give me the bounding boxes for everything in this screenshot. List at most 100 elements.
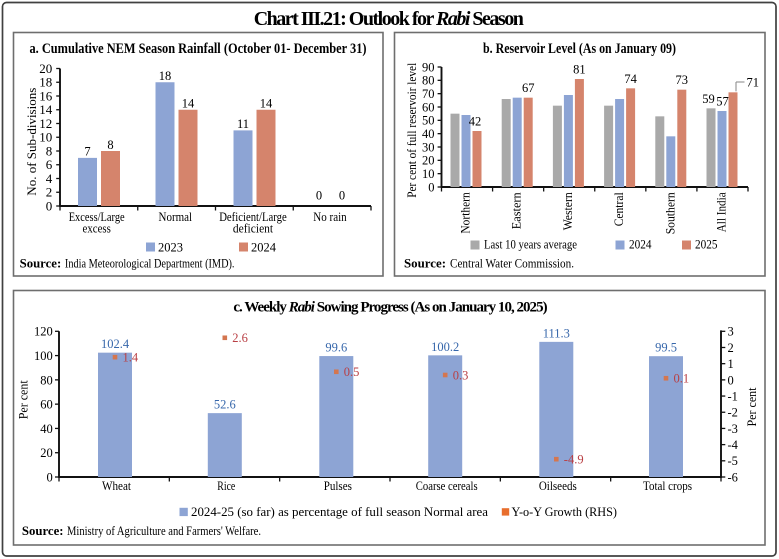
svg-text:0: 0 [46,198,53,213]
svg-text:Pulses: Pulses [324,479,352,493]
svg-text:-4: -4 [728,438,739,452]
svg-text:20: 20 [422,154,435,168]
svg-text:30: 30 [422,140,435,154]
svg-text:12: 12 [39,116,52,131]
svg-text:67: 67 [522,81,535,95]
svg-text:16: 16 [39,88,53,103]
svg-text:99.5: 99.5 [655,341,677,355]
svg-text:0: 0 [339,189,345,203]
svg-text:No rain: No rain [313,210,347,224]
svg-text:Total crops: Total crops [643,479,692,493]
svg-text:2025: 2025 [695,238,718,252]
svg-text:111.3: 111.3 [543,326,570,340]
svg-text:a. Cumulative NEM Season Rainf: a. Cumulative NEM Season Rainfall (Octob… [30,41,367,57]
svg-text:-1: -1 [728,389,738,403]
svg-text:Per cent: Per cent [745,387,759,427]
svg-text:India Meteorological Departmen: India Meteorological Department (IMD). [65,257,235,271]
svg-text:Per cent: Per cent [17,380,31,420]
svg-text:71: 71 [747,76,760,90]
svg-text:excess: excess [83,222,111,236]
svg-text:2.6: 2.6 [232,331,248,345]
svg-text:Northern: Northern [459,192,473,234]
svg-text:Excess/Large: Excess/Large [69,210,125,224]
svg-text:2: 2 [46,185,53,200]
svg-text:90: 90 [422,60,435,74]
svg-text:70: 70 [422,87,435,101]
svg-text:Per cent of full reservoir lev: Per cent of full reservoir level [404,62,419,197]
svg-text:Southern: Southern [663,192,677,235]
svg-text:All India: All India [715,192,729,232]
svg-text:57: 57 [716,95,729,109]
svg-text:-6: -6 [728,470,738,484]
svg-text:11: 11 [237,117,249,131]
svg-text:0: 0 [728,373,734,387]
svg-text:60: 60 [40,398,53,412]
svg-text:40: 40 [40,422,53,436]
svg-text:20: 20 [39,61,52,76]
svg-text:Eastern: Eastern [510,192,524,230]
svg-text:100: 100 [34,349,53,363]
svg-text:8: 8 [107,138,113,152]
svg-text:-5: -5 [728,454,738,468]
svg-text:8: 8 [46,143,53,158]
svg-text:Coarse cereals: Coarse cereals [416,479,478,493]
svg-text:102.4: 102.4 [101,337,130,351]
svg-text:40: 40 [422,127,435,141]
svg-text:42: 42 [469,115,482,129]
svg-text:80: 80 [422,74,435,88]
svg-text:0: 0 [428,180,434,194]
svg-text:10: 10 [39,130,52,145]
svg-text:Oilseeds: Oilseeds [539,479,577,493]
svg-text:100.2: 100.2 [431,340,459,354]
svg-text:Wheat: Wheat [102,479,131,493]
svg-text:1: 1 [728,357,734,371]
svg-text:3: 3 [728,325,734,339]
svg-text:Central: Central [612,192,626,226]
svg-text:80: 80 [40,373,53,387]
svg-text:73: 73 [676,73,689,87]
svg-text:1.4: 1.4 [123,351,139,365]
svg-text:20: 20 [40,446,53,460]
svg-text:Y-o-Y Growth (RHS): Y-o-Y Growth (RHS) [512,505,618,519]
svg-text:14: 14 [182,97,195,111]
svg-text:99.6: 99.6 [325,341,347,355]
svg-text:2024-25 (so far) as percentage: 2024-25 (so far) as percentage of full s… [191,505,488,519]
svg-text:81: 81 [573,63,586,77]
svg-text:0.5: 0.5 [344,365,360,379]
svg-text:deficient: deficient [233,222,274,236]
svg-text:14: 14 [260,97,273,111]
svg-text:Ministry of Agriculture and Fa: Ministry of Agriculture and Farmers' Wel… [67,524,261,538]
svg-text:Normal: Normal [159,210,193,224]
svg-text:74: 74 [624,72,637,86]
svg-text:Western: Western [561,192,575,231]
svg-text:60: 60 [422,100,435,114]
svg-text:52.6: 52.6 [214,398,236,412]
svg-text:7: 7 [84,145,90,159]
svg-text:2024: 2024 [251,241,277,255]
svg-text:14: 14 [39,102,53,117]
svg-text:-2: -2 [728,406,738,420]
svg-text:Source:: Source: [404,257,446,271]
svg-text:0.3: 0.3 [453,368,469,382]
svg-text:Last 10 years average: Last 10 years average [484,238,577,252]
svg-text:18: 18 [39,75,52,90]
svg-text:Rice: Rice [217,479,235,493]
svg-text:b. Reservoir Level (As on Janu: b. Reservoir Level (As on January 09) [483,41,676,57]
svg-text:50: 50 [422,114,435,128]
svg-text:No. of Sub-divisions: No. of Sub-divisions [24,88,39,196]
svg-text:Central Water Commission.: Central Water Commission. [450,257,574,271]
svg-text:c. Weekly Rabi Sowing Progress: c. Weekly Rabi Sowing Progress (As on Ja… [233,300,547,316]
svg-text:2024: 2024 [629,238,652,252]
svg-text:120: 120 [34,325,53,339]
svg-text:Deficient/Large: Deficient/Large [219,210,287,224]
svg-text:10: 10 [422,167,435,181]
svg-text:2: 2 [728,341,734,355]
svg-text:6: 6 [46,157,53,172]
svg-text:0: 0 [47,470,53,484]
svg-text:Source:: Source: [22,524,64,538]
svg-text:0.1: 0.1 [674,372,690,386]
svg-text:-3: -3 [728,422,738,436]
svg-text:4: 4 [46,171,53,186]
svg-text:2023: 2023 [158,241,183,255]
svg-text:0: 0 [316,189,322,203]
